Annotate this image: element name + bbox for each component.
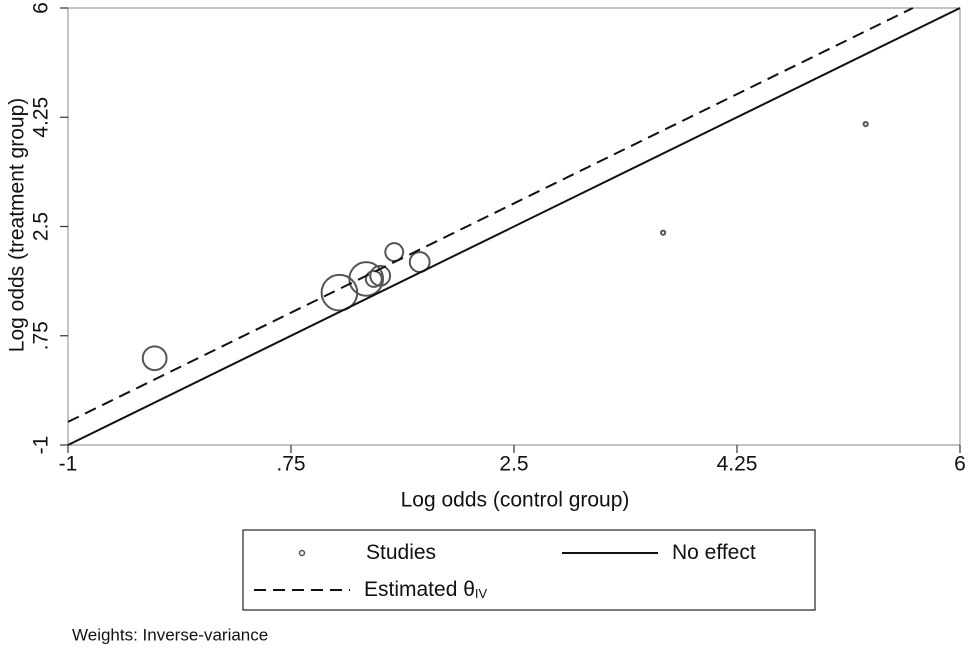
x-tick-label: .75 [276, 453, 305, 476]
x-tick-label: 6 [954, 453, 966, 476]
y-tick-label: .75 [30, 321, 53, 350]
x-tick-label: -1 [59, 453, 78, 476]
x-tick-label: 2.5 [499, 453, 528, 476]
legend-box [242, 529, 816, 611]
note: Weights: Inverse-variance [72, 625, 268, 644]
study-point [348, 261, 385, 297]
legend-label-text: Estimated θ [364, 578, 475, 601]
reference-line [67, 7, 914, 423]
y-tick-label: 4.25 [30, 97, 53, 138]
x-axis-label: Log odds (control group) [401, 489, 630, 512]
study-point [141, 345, 168, 372]
study-point [369, 264, 392, 287]
study-point [364, 269, 383, 288]
study-point [862, 121, 869, 128]
legend-label-text: No effect [672, 541, 756, 564]
legend-marker [298, 549, 306, 557]
legend-label-text: Studies [366, 541, 436, 564]
legend-label: Studies [366, 541, 436, 564]
legend-label: No effect [672, 541, 756, 564]
study-point [660, 229, 667, 236]
legend-label-subscript: IV [475, 586, 488, 601]
y-tick-label: -1 [30, 436, 53, 455]
y-tick-label: 6 [30, 2, 53, 14]
reference-line [67, 7, 961, 446]
y-axis-label: Log odds (treatment group) [6, 98, 29, 352]
x-tick-label: 4.25 [717, 453, 758, 476]
legend-label: Estimated θIV [364, 578, 488, 602]
y-tick-label: 2.5 [30, 212, 53, 241]
